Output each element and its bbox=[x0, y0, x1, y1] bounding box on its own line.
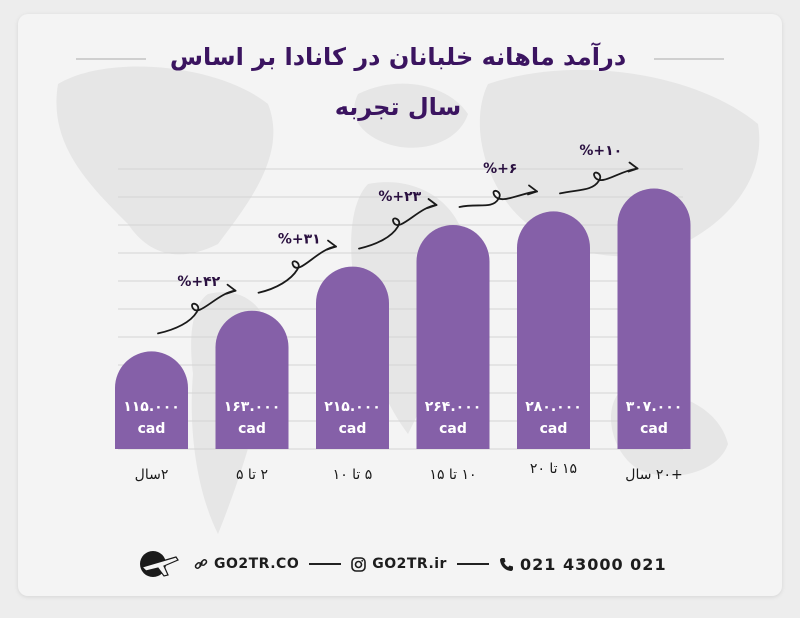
growth-label: %+۳۱ bbox=[278, 232, 321, 248]
bar bbox=[316, 266, 389, 449]
growth-arrowhead bbox=[627, 161, 639, 173]
growth-arrow bbox=[358, 204, 438, 250]
growth-arrow bbox=[257, 245, 337, 294]
bar-unit-label: cad bbox=[339, 421, 367, 437]
bar bbox=[617, 188, 691, 450]
bar-unit-label: cad bbox=[640, 421, 668, 437]
growth-arrowhead bbox=[326, 239, 337, 251]
website-item[interactable]: GO2TR.CO bbox=[194, 556, 299, 572]
growth-label: %+۴۲ bbox=[177, 274, 220, 290]
title-rule-right bbox=[654, 58, 724, 60]
bar bbox=[416, 225, 490, 449]
category-label: ۵ تا ۱۰ bbox=[333, 467, 373, 483]
footer: GO2TR.CO GO2TR.ir 021 43000 021 bbox=[138, 550, 678, 578]
bar bbox=[215, 310, 289, 449]
growth-arrowhead bbox=[426, 198, 438, 209]
footer-separator bbox=[456, 563, 489, 565]
category-label: ۲ تا ۵ bbox=[236, 467, 268, 483]
bar-unit-label: cad bbox=[138, 421, 166, 437]
bar-unit-label: cad bbox=[439, 421, 467, 437]
growth-arrow bbox=[157, 289, 237, 335]
growth-label: %+۱۰ bbox=[579, 143, 622, 159]
bar-value-label: ۲۱۵.۰۰۰ bbox=[324, 399, 381, 415]
chart-title-line1: درآمد ماهانه خلبانان در کانادا بر اساس bbox=[169, 43, 627, 71]
bar-value-label: ۱۱۵.۰۰۰ bbox=[123, 399, 180, 415]
phone-text: 021 43000 021 bbox=[519, 554, 667, 574]
growth-arrowhead bbox=[527, 184, 538, 196]
instagram-icon bbox=[351, 556, 367, 572]
bar-value-label: ۱۶۳.۰۰۰ bbox=[224, 399, 281, 415]
bar-value-label: ۲۶۴.۰۰۰ bbox=[425, 399, 482, 415]
instagram-text: GO2TR.ir bbox=[372, 556, 447, 572]
bar bbox=[115, 351, 188, 449]
website-text: GO2TR.CO bbox=[214, 556, 300, 572]
growth-label: %+۶ bbox=[483, 161, 517, 177]
bar-chart: ۱۱۵.۰۰۰ cad ۲سال ۱۶۳.۰۰۰ cad ۲ تا ۵ ۲۱۵.۰۰۰ cad… bbox=[115, 143, 691, 483]
growth-arrow bbox=[458, 189, 538, 208]
bar-unit-label: cad bbox=[540, 421, 568, 437]
category-label: ۱۵ تا ۲۰ bbox=[530, 461, 577, 477]
bar-value-label: ۲۸۰.۰۰۰ bbox=[525, 399, 582, 415]
instagram-item[interactable]: GO2TR.ir bbox=[351, 556, 447, 572]
category-label: +۲۰ سال bbox=[625, 467, 682, 483]
phone-item[interactable]: 021 43000 021 bbox=[499, 555, 667, 574]
phone-icon bbox=[499, 557, 513, 571]
growth-label: %+۲۳ bbox=[378, 189, 421, 205]
category-label: ۱۰ تا ۱۵ bbox=[429, 467, 476, 483]
infographic-card: درآمد ماهانه خلبانان در کانادا بر اساس س… bbox=[18, 14, 782, 596]
growth-arrow bbox=[559, 167, 639, 195]
footer-separator bbox=[309, 563, 342, 565]
bar-unit-label: cad bbox=[238, 421, 266, 437]
growth-arrowhead bbox=[225, 283, 237, 295]
bar bbox=[517, 211, 590, 449]
category-label: ۲سال bbox=[135, 467, 169, 483]
title-rule-left bbox=[76, 58, 146, 60]
chart-title-line2: سال تجربه bbox=[334, 93, 462, 121]
bar-value-label: ۳۰۷.۰۰۰ bbox=[626, 399, 683, 415]
link-icon bbox=[194, 559, 208, 569]
airplane-logo-icon bbox=[140, 551, 179, 577]
